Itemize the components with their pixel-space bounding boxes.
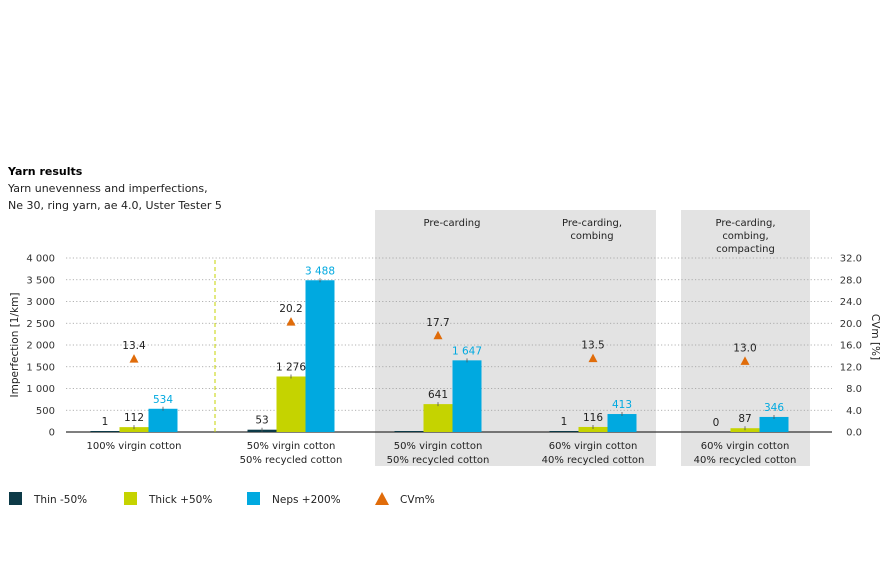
y-left-axis-label: Imperfection [1/km] (9, 293, 21, 398)
bar (549, 431, 579, 432)
data-label: 346 (764, 402, 784, 414)
data-label: 1 (102, 416, 109, 428)
bar (607, 414, 637, 432)
y-left-tick-label: 0 (49, 428, 55, 439)
data-label: 112 (124, 412, 144, 424)
chart-title: Yarn results (7, 165, 83, 178)
legend-marker (375, 492, 389, 505)
legend: Thin -50% Thick +50% Neps +200% CVm% (9, 492, 435, 506)
bar (119, 427, 149, 432)
bar (452, 360, 482, 432)
bar (148, 408, 178, 432)
category-label: 50% recycled cotton (387, 455, 490, 466)
y-left-tick-label: 1 500 (26, 362, 55, 373)
category-label: 60% virgin cotton (549, 441, 638, 452)
legend-swatch (124, 492, 137, 505)
y-left-tick-label: 3 500 (26, 275, 55, 286)
category-label: 50% virgin cotton (394, 441, 483, 452)
legend-label: Neps +200% (272, 494, 341, 506)
cvm-label: 13.4 (122, 340, 146, 352)
y-left-tick-label: 2 000 (26, 341, 55, 352)
bar (305, 280, 335, 432)
data-label: 87 (738, 413, 751, 425)
cvm-label: 13.0 (733, 342, 756, 354)
bar (394, 431, 424, 432)
category-label: 50% recycled cotton (240, 455, 343, 466)
category-label: 40% recycled cotton (542, 455, 645, 466)
panel-title: Pre-carding, (562, 218, 622, 229)
y-right-tick-label: 12.0 (840, 362, 862, 373)
category-label: 40% recycled cotton (694, 455, 797, 466)
y-right-tick-label: 32.0 (840, 254, 862, 265)
data-label: 413 (612, 399, 632, 411)
y-right-axis-label: CVm [%] (869, 314, 881, 360)
data-label: 0 (713, 417, 720, 429)
axes-layer: 0 500 1 000 1 500 2 000 2 500 3 000 3 500 4 000 0… (9, 254, 881, 467)
bar (759, 416, 789, 432)
data-label: 1 647 (452, 345, 482, 357)
panel-title: Pre-carding (424, 218, 481, 229)
y-right-tick-label: 4.0 (846, 406, 862, 417)
y-right-tick-label: 16.0 (840, 341, 862, 352)
bars-layer (90, 278, 789, 432)
data-label: 1 (561, 416, 568, 428)
category-label: 50% virgin cotton (247, 441, 336, 452)
cvm-marker (129, 354, 139, 363)
legend-swatch (247, 492, 260, 505)
legend-swatch (9, 492, 22, 505)
legend-label: Thick +50% (148, 494, 212, 506)
panel-title: Pre-carding, (715, 218, 775, 229)
cvm-marker (740, 356, 750, 365)
cvm-label: 20.2 (279, 303, 302, 315)
cvm-label: 17.7 (426, 317, 449, 329)
cvm-label: 13.5 (581, 340, 604, 352)
y-left-tick-label: 4 000 (26, 254, 55, 265)
legend-label: Thin -50% (33, 494, 87, 506)
cvm-marker (588, 353, 598, 363)
data-label: 53 (255, 415, 268, 427)
y-right-tick-label: 28.0 (840, 275, 862, 286)
panel-title: combing (570, 231, 613, 242)
y-right-tick-label: 0.0 (846, 428, 862, 439)
bar (276, 376, 306, 432)
data-label: 1 276 (276, 361, 306, 373)
data-label: 641 (428, 389, 448, 401)
y-right-tick-label: 24.0 (840, 297, 862, 308)
cvm-marker (286, 317, 296, 326)
legend-label: CVm% (400, 494, 435, 506)
category-label: 100% virgin cotton (87, 441, 182, 452)
chart-subtitle-line-2: Ne 30, ring yarn, ae 4.0, Uster Tester 5 (8, 199, 222, 212)
bar (423, 404, 453, 432)
cvm-marker (433, 330, 443, 340)
data-label: 534 (153, 394, 173, 406)
bar (578, 426, 608, 432)
chart-subtitle-line-1: Yarn unevenness and imperfections, (7, 182, 208, 195)
y-left-tick-label: 2 500 (26, 319, 55, 330)
panel-title: compacting (716, 244, 775, 255)
category-label: 60% virgin cotton (701, 441, 790, 452)
y-left-tick-label: 500 (36, 406, 55, 417)
bar (90, 431, 120, 432)
y-right-tick-label: 8.0 (846, 384, 862, 395)
panel-title: combing, (722, 231, 768, 242)
labels-layer: 1 53 1 0 112 1 276 641 116 87 534 3 488 1 647 413 346… (102, 265, 785, 429)
y-right-tick-label: 20.0 (840, 319, 862, 330)
y-left-tick-label: 1 000 (26, 384, 55, 395)
data-label: 116 (583, 412, 603, 424)
y-left-tick-label: 3 000 (26, 297, 55, 308)
data-label: 3 488 (305, 265, 335, 277)
